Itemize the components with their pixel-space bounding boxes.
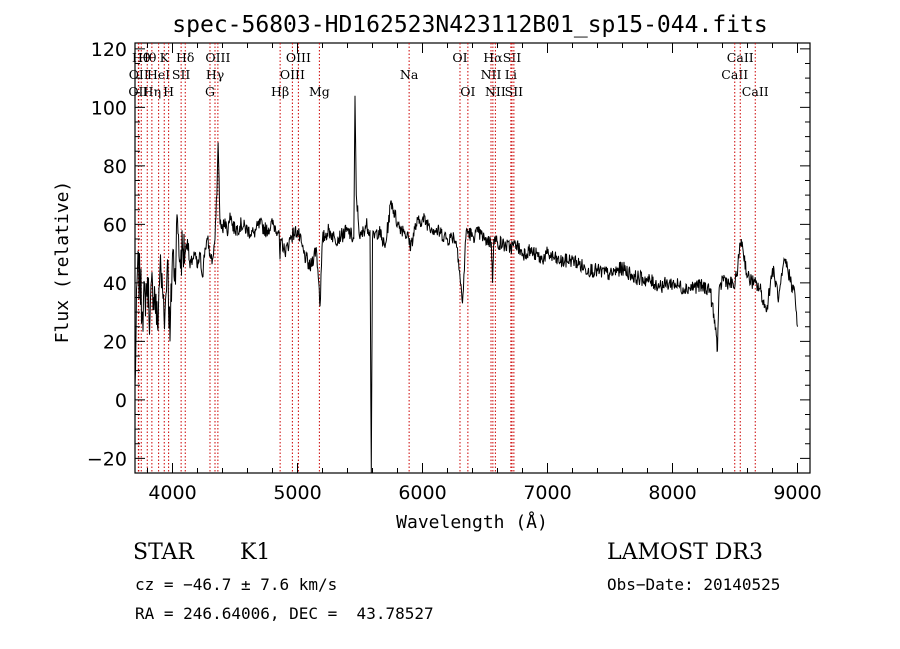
y-tick-label: 40	[103, 273, 127, 295]
y-tick-label: 100	[91, 97, 127, 119]
x-axis-label: Wavelength (Å)	[396, 511, 548, 533]
line-marker-label: Li	[505, 67, 517, 82]
line-marker-label: NII	[481, 67, 502, 82]
y-tick-label: 120	[91, 39, 127, 61]
line-marker-label: Hγ	[206, 67, 224, 82]
y-tick-label: −20	[87, 448, 127, 470]
line-marker-label: OI	[460, 84, 475, 99]
line-marker-label: G	[205, 84, 215, 99]
y-tick-label: 0	[115, 390, 127, 412]
line-marker-label: CaII	[742, 84, 769, 99]
line-marker-label: Mg	[309, 84, 330, 99]
x-tick-label: 6000	[398, 482, 446, 504]
line-marker-label: Na	[400, 67, 419, 82]
redshift-readout: cz = −46.7 ± 7.6 km/s	[135, 575, 338, 594]
axis-ticks: 4000 5000 6000 7000 8000 9000 −20 0 20 40 60 80 100 1…	[87, 39, 822, 504]
line-marker-label: CaII	[727, 50, 754, 65]
line-marker-label: Hθ	[138, 50, 156, 65]
line-marker-label: Hδ	[176, 50, 194, 65]
coordinates: RA = 246.64006, DEC = 43.78527	[135, 604, 434, 623]
line-marker-label: Hθ	[132, 50, 150, 65]
line-marker-label: HeI	[147, 67, 170, 82]
spectral-line-markers: HθOIIOIIHθHηHeIKHSIIHδGHγOIIIHβOIIIOIIIM…	[128, 43, 769, 473]
y-tick-label: 20	[103, 331, 127, 353]
line-marker-label: Hα	[483, 50, 503, 65]
x-tick-label: 5000	[273, 482, 321, 504]
x-tick-label: 7000	[523, 482, 571, 504]
chart-title: spec-56803-HD162523N423112B01_sp15-044.f…	[172, 12, 767, 38]
line-marker-label: SII	[505, 84, 524, 99]
line-marker-label: OI	[452, 50, 467, 65]
line-marker-label: Hβ	[271, 84, 289, 99]
x-tick-label: 9000	[773, 482, 821, 504]
object-class: STAR	[133, 540, 194, 565]
line-marker-label: OII	[128, 84, 148, 99]
line-marker-label: Hη	[143, 84, 161, 99]
spectrum-series	[134, 95, 798, 474]
object-subclass: K1	[240, 540, 271, 565]
line-marker-label: OIII	[280, 67, 305, 82]
spectrum-line	[134, 95, 798, 474]
line-marker-label: OIII	[205, 50, 230, 65]
line-marker-label: SII	[503, 50, 522, 65]
line-marker-label: OIII	[286, 50, 311, 65]
line-marker-label: NII	[485, 84, 506, 99]
plot-frame	[134, 42, 811, 474]
line-marker-label: CaII	[721, 67, 748, 82]
y-tick-label: 60	[103, 214, 127, 236]
obs-date: Obs−Date: 20140525	[607, 575, 781, 594]
line-marker-label: SII	[172, 67, 191, 82]
x-tick-label: 4000	[148, 482, 196, 504]
line-marker-label: K	[160, 50, 170, 65]
x-tick-label: 8000	[648, 482, 696, 504]
y-axis-label: Flux (relative)	[52, 181, 73, 344]
survey-name: LAMOST DR3	[607, 540, 763, 565]
y-tick-label: 80	[103, 156, 127, 178]
line-marker-label: H	[163, 84, 174, 99]
